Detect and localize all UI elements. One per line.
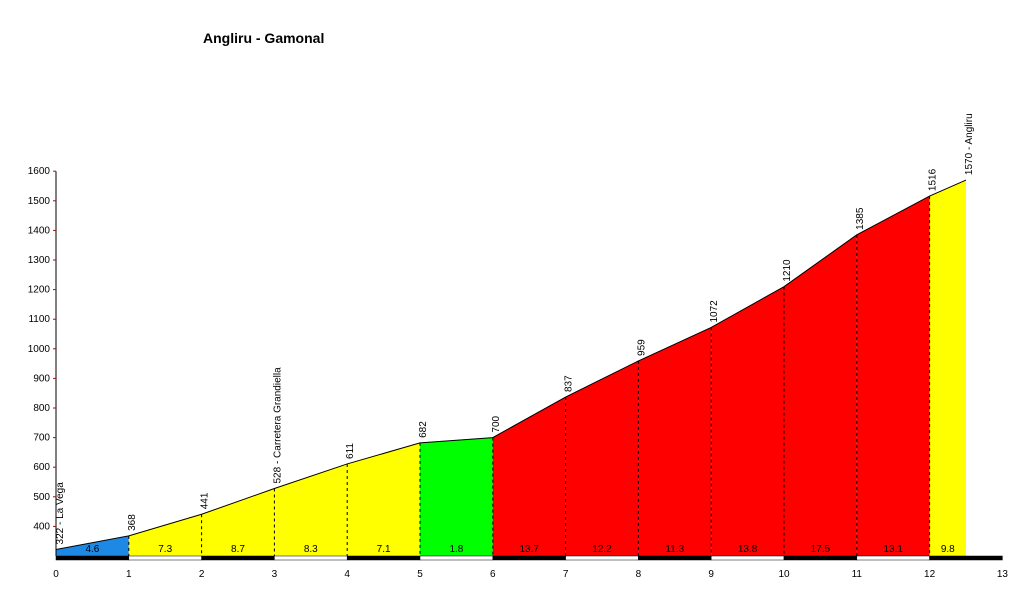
- km-band-10: [783, 555, 858, 561]
- altitude-label: 322 - La Vega: [55, 482, 66, 545]
- altitude-label: 1385: [855, 207, 866, 230]
- altitude-labels: 322 - La Vega 368 441 528 - Carretera Grand…: [55, 113, 975, 544]
- x-tick-label: 4: [344, 569, 350, 580]
- km-band-7: [565, 555, 639, 561]
- axes: 4005006007008009001000110012001300140015…: [28, 166, 1009, 580]
- km-divider-lines: [128, 196, 931, 556]
- x-tick-label: 9: [708, 569, 714, 580]
- gradient-label: 7.3: [158, 544, 172, 555]
- gradient-label: 7.1: [377, 544, 391, 555]
- km-band-1: [128, 555, 202, 561]
- gradient-label: 9.8: [941, 544, 955, 555]
- altitude-label: 1072: [709, 300, 720, 323]
- x-tick-label: 2: [199, 569, 205, 580]
- segment-area-0: [56, 535, 129, 556]
- profile-outline: [55, 179, 967, 550]
- x-tick-label: 12: [924, 569, 936, 580]
- altitude-label: 528 - Carretera Grandiella: [272, 367, 283, 484]
- altitude-label: 837: [564, 375, 575, 392]
- altitude-label: 682: [418, 421, 429, 438]
- y-tick-label: 1200: [28, 285, 51, 296]
- x-tick-label: 13: [997, 569, 1009, 580]
- profile-line: [55, 179, 967, 550]
- x-tick-label: 8: [636, 569, 642, 580]
- km-band-4: [346, 555, 421, 561]
- profile-areas: [56, 180, 966, 556]
- y-tick-label: 400: [33, 521, 50, 532]
- y-tick-label: 1600: [28, 166, 51, 177]
- y-tick-label: 1500: [28, 196, 51, 207]
- x-tick-label: 0: [53, 569, 59, 580]
- gradient-label: 13.8: [738, 544, 758, 555]
- y-tick-label: 700: [33, 433, 50, 444]
- x-tick-label: 5: [417, 569, 423, 580]
- gradient-label: 12.2: [592, 544, 612, 555]
- x-tick-label: 7: [563, 569, 569, 580]
- km-band-8: [638, 555, 712, 561]
- x-tick-label: 11: [852, 569, 863, 580]
- km-band-0: [55, 555, 130, 561]
- y-tick-label: 500: [33, 492, 50, 503]
- segment-area-2: [201, 488, 275, 556]
- x-tick-label: 10: [778, 569, 790, 580]
- gradient-label: 11.3: [665, 544, 684, 555]
- x-tick-label: 6: [490, 569, 496, 580]
- altitude-label: 1570 - Angliru: [964, 113, 975, 175]
- y-tick-label: 1000: [28, 344, 51, 355]
- segment-area-3: [274, 463, 348, 556]
- km-band-6: [492, 555, 566, 561]
- x-tick-label: 1: [126, 569, 132, 580]
- segment-area-5: [420, 437, 493, 556]
- segment-area-12: [929, 180, 966, 556]
- segment-area-4: [347, 442, 420, 556]
- km-band-5: [419, 555, 494, 561]
- km-band-9: [710, 555, 785, 561]
- y-tick-label: 1300: [28, 255, 51, 266]
- altitude-label: 1210: [782, 259, 793, 282]
- segment-area-8: [638, 327, 712, 556]
- gradient-labels: 4.6 7.3 8.7 8.3 7.1 1.8 13.7 12.2 11.3 13.8 17.5 13…: [85, 544, 955, 555]
- altitude-label: 441: [200, 492, 211, 509]
- altitude-label: 368: [127, 514, 138, 531]
- segment-area-11: [856, 196, 930, 556]
- gradient-label: 8.7: [231, 544, 245, 555]
- km-band-11: [856, 555, 930, 561]
- km-scale-band: [55, 555, 1003, 561]
- gradient-label: 1.8: [449, 544, 463, 555]
- chart-title: Angliru - Gamonal: [203, 30, 325, 46]
- km-band-2: [201, 555, 275, 561]
- gradient-label: 4.6: [85, 544, 99, 555]
- altitude-label: 611: [345, 443, 356, 459]
- y-tick-label: 1400: [28, 225, 51, 236]
- gradient-label: 13.1: [883, 544, 903, 555]
- y-tick-label: 800: [33, 403, 50, 414]
- y-tick-label: 1100: [28, 314, 50, 325]
- segment-area-1: [128, 514, 202, 556]
- gradient-label: 13.7: [519, 544, 539, 555]
- gradient-label: 17.5: [811, 544, 831, 555]
- segment-area-9: [711, 286, 784, 556]
- segment-area-6: [492, 397, 566, 556]
- segment-area-7: [565, 360, 639, 556]
- segment-area-10: [784, 234, 857, 556]
- altitude-label: 959: [636, 339, 647, 356]
- altitude-label: 700: [491, 415, 502, 432]
- y-tick-label: 900: [33, 373, 50, 384]
- y-tick-label: 600: [33, 462, 50, 473]
- km-band-3: [274, 555, 348, 561]
- x-tick-label: 3: [272, 569, 278, 580]
- gradient-label: 8.3: [304, 544, 318, 555]
- km-band-12: [929, 555, 1003, 561]
- altitude-label: 1516: [928, 168, 939, 191]
